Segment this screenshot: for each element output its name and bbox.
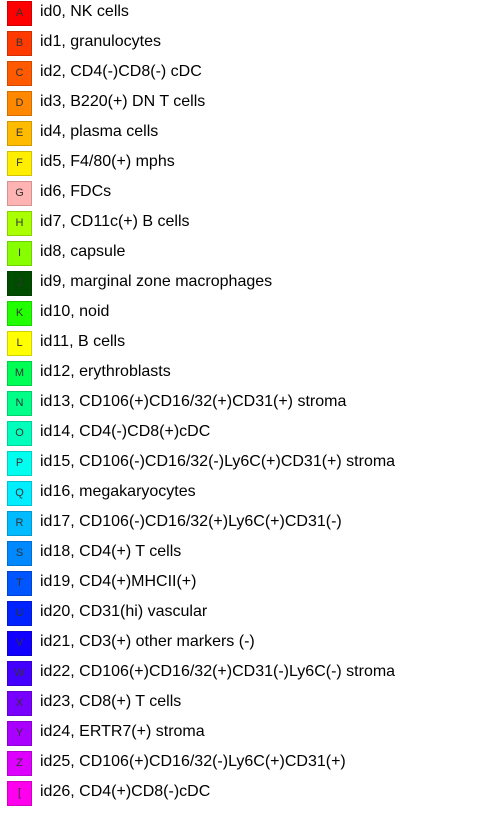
legend-swatch: I (7, 241, 32, 266)
legend-swatch: E (7, 121, 32, 146)
legend-label: id26, CD4(+)CD8(-)cDC (40, 783, 211, 800)
legend-label: id5, F4/80(+) mphs (40, 153, 175, 170)
legend-swatch: T (7, 571, 32, 596)
legend-label: id19, CD4(+)MHCII(+) (40, 573, 197, 590)
legend-label: id14, CD4(-)CD8(+)cDC (40, 423, 211, 440)
legend-swatch: K (7, 301, 32, 326)
legend-swatch: M (7, 361, 32, 386)
legend-label: id13, CD106(+)CD16/32(+)CD31(+) stroma (40, 393, 347, 410)
legend-row: [ id26, CD4(+)CD8(-)cDC (0, 781, 500, 811)
legend-label: id17, CD106(-)CD16/32(+)Ly6C(+)CD31(-) (40, 513, 342, 530)
legend-label: id24, ERTR7(+) stroma (40, 723, 205, 740)
legend-label: id12, erythroblasts (40, 363, 171, 380)
legend-swatch: Q (7, 481, 32, 506)
legend-label: id16, megakaryocytes (40, 483, 196, 500)
legend-label: id8, capsule (40, 243, 126, 260)
legend-label: id25, CD106(+)CD16/32(-)Ly6C(+)CD31(+) (40, 753, 346, 770)
legend-swatch: B (7, 31, 32, 56)
legend-label: id10, noid (40, 303, 110, 320)
legend-swatch: S (7, 541, 32, 566)
legend-label: id20, CD31(hi) vascular (40, 603, 208, 620)
legend-label: id7, CD11c(+) B cells (40, 213, 190, 230)
legend-swatch: Y (7, 721, 32, 746)
legend-swatch: L (7, 331, 32, 356)
legend-swatch: F (7, 151, 32, 176)
legend-label: id18, CD4(+) T cells (40, 543, 182, 560)
legend-swatch: D (7, 91, 32, 116)
legend-label: id2, CD4(-)CD8(-) cDC (40, 63, 202, 80)
legend-label: id11, B cells (40, 333, 126, 350)
legend-swatch: U (7, 601, 32, 626)
legend-label: id6, FDCs (40, 183, 112, 200)
legend-swatch: W (7, 661, 32, 686)
legend-label: id23, CD8(+) T cells (40, 693, 182, 710)
legend-swatch: X (7, 691, 32, 716)
legend-swatch: G (7, 181, 32, 206)
legend-swatch: V (7, 631, 32, 656)
legend-swatch: C (7, 61, 32, 86)
legend-swatch: R (7, 511, 32, 536)
legend-label: id21, CD3(+) other markers (-) (40, 633, 255, 650)
legend-label: id4, plasma cells (40, 123, 159, 140)
legend-label: id0, NK cells (40, 3, 129, 20)
legend-swatch: J (7, 271, 32, 296)
legend-swatch: A (7, 1, 32, 26)
legend-swatch: H (7, 211, 32, 236)
legend-label: id1, granulocytes (40, 33, 161, 50)
legend-swatch: N (7, 391, 32, 416)
legend-swatch: Z (7, 751, 32, 776)
legend-label: id9, marginal zone macrophages (40, 273, 273, 290)
legend-swatch: [ (7, 781, 32, 806)
legend-label: id22, CD106(+)CD16/32(+)CD31(-)Ly6C(-) s… (40, 663, 396, 680)
legend-label: id3, B220(+) DN T cells (40, 93, 206, 110)
legend-swatch: O (7, 421, 32, 446)
legend-label: id15, CD106(-)CD16/32(-)Ly6C(+)CD31(+) s… (40, 453, 396, 470)
legend-swatch: P (7, 451, 32, 476)
